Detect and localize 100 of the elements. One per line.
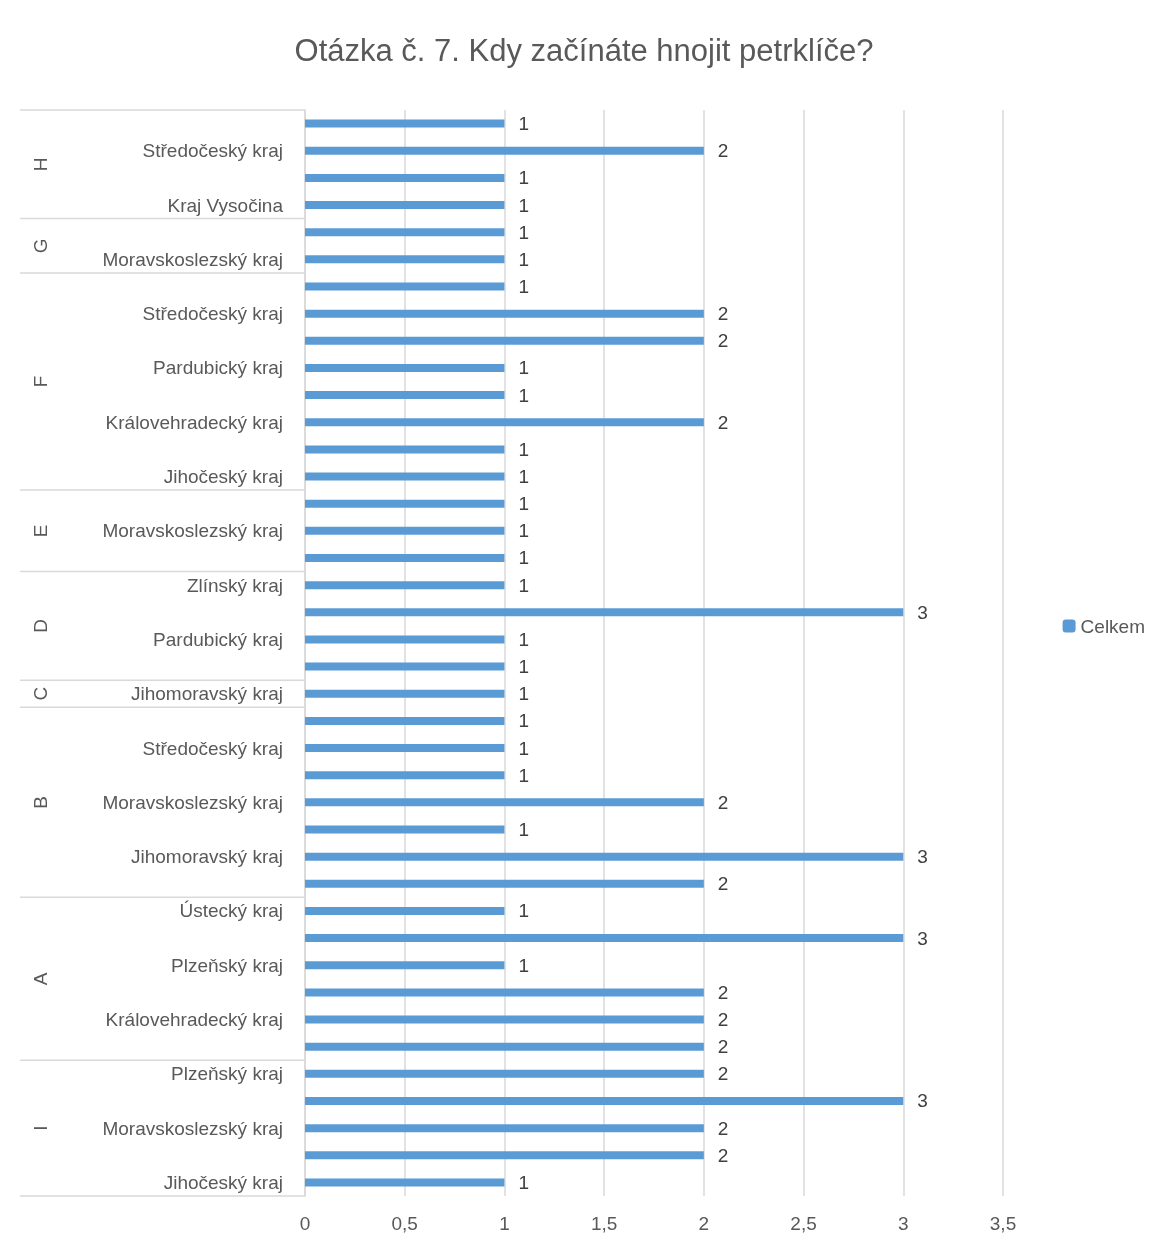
y-tick-label: Moravskoslezský kraj — [102, 791, 283, 813]
bar — [305, 173, 505, 182]
data-label: 1 — [518, 764, 530, 786]
bar — [305, 934, 904, 943]
data-label: 1 — [518, 683, 530, 705]
data-label: 2 — [717, 1117, 729, 1139]
data-label: 1 — [518, 954, 530, 976]
bar — [305, 662, 505, 671]
data-label: 3 — [917, 601, 928, 623]
text: A — [29, 972, 51, 986]
bar — [305, 852, 904, 861]
y-tick-label: Kraj Vysočina — [167, 194, 284, 216]
data-label: 1 — [518, 275, 530, 297]
y-tick-label: Moravskoslezský kraj — [102, 248, 283, 270]
text: E — [29, 524, 51, 538]
bar — [305, 119, 505, 128]
data-label: 2 — [717, 791, 729, 813]
data-label: 2 — [717, 1063, 729, 1085]
bar — [305, 146, 704, 155]
bar — [305, 553, 505, 562]
bar — [305, 581, 505, 590]
data-label: 3 — [917, 927, 928, 949]
data-label: 1 — [518, 357, 530, 379]
y-tick-label: Moravskoslezský kraj — [102, 520, 283, 542]
chart-title: Otázka č. 7. Kdy začínáte hnojit petrklíče? — [294, 33, 874, 68]
bar — [305, 363, 505, 372]
bar — [305, 825, 505, 834]
data-label: 1 — [518, 628, 530, 650]
data-label: 2 — [717, 1036, 729, 1058]
bar — [305, 798, 704, 807]
text: G — [29, 238, 51, 254]
bar — [305, 1151, 704, 1160]
text: F — [29, 375, 51, 388]
data-label: 1 — [518, 656, 530, 678]
x-tick-label: 1,5 — [590, 1213, 618, 1234]
bar — [305, 418, 704, 427]
bar — [305, 472, 505, 481]
data-label: 2 — [717, 873, 729, 895]
bar — [305, 1042, 704, 1051]
data-label: 2 — [717, 303, 729, 325]
y-tick-label: Jihomoravský kraj — [130, 846, 283, 868]
bar — [305, 391, 505, 400]
y-tick-label: Jihočeský kraj — [163, 1171, 283, 1193]
bar — [305, 228, 505, 237]
text: C — [29, 686, 51, 701]
data-label: 1 — [518, 221, 530, 243]
data-label: 2 — [717, 330, 729, 352]
data-label: 3 — [917, 846, 928, 868]
bar — [305, 445, 505, 454]
y-tick-label: Středočeský kraj — [142, 140, 283, 162]
y-tick-label: Plzeňský kraj — [171, 954, 283, 976]
data-label: 3 — [917, 1090, 928, 1112]
bar — [305, 1096, 904, 1105]
y-tick-label: Královehradecký kraj — [105, 411, 283, 433]
x-tick-label: 0 — [299, 1213, 311, 1234]
bar — [305, 499, 505, 508]
bar — [305, 1178, 505, 1187]
data-label: 1 — [518, 384, 530, 406]
data-label: 1 — [518, 710, 530, 732]
bar — [305, 716, 505, 725]
y-tick-label: Ústecký kraj — [179, 900, 283, 922]
data-label: 1 — [518, 1171, 530, 1193]
y-tick-label: Jihočeský kraj — [163, 466, 283, 488]
bar — [305, 526, 505, 535]
data-label: 1 — [518, 520, 530, 542]
text: B — [29, 795, 51, 809]
bar — [305, 336, 704, 345]
y-tick-label: Moravskoslezský kraj — [102, 1117, 283, 1139]
x-tick-label: 2,5 — [790, 1213, 817, 1234]
data-label: 1 — [518, 900, 530, 922]
data-label: 1 — [518, 167, 530, 189]
bar — [305, 961, 505, 970]
bar — [305, 608, 904, 617]
bar — [305, 771, 505, 780]
bar — [305, 689, 505, 698]
data-label: 1 — [518, 547, 530, 569]
data-label: 1 — [518, 737, 530, 759]
x-tick-label: 1 — [499, 1213, 510, 1234]
data-label: 1 — [518, 194, 530, 216]
legend-label: Celkem — [1080, 615, 1145, 637]
y-tick-label: Jihomoravský kraj — [130, 683, 283, 705]
bar — [305, 635, 505, 644]
bar — [305, 906, 505, 915]
data-label: 1 — [518, 113, 530, 135]
data-label: 1 — [518, 574, 530, 596]
y-tick-label: Středočeský kraj — [142, 303, 283, 325]
y-tick-label: Královehradecký kraj — [105, 1009, 283, 1031]
y-tick-label: Pardubický kraj — [153, 628, 283, 650]
bar — [305, 282, 505, 291]
data-label: 2 — [717, 140, 729, 162]
data-label: 1 — [518, 438, 530, 460]
data-label: 2 — [717, 411, 729, 433]
bar — [305, 988, 704, 997]
text: D — [29, 618, 51, 633]
bar — [305, 1069, 704, 1078]
bar — [305, 309, 704, 318]
bar — [305, 255, 505, 264]
data-label: 2 — [717, 1009, 729, 1031]
bar — [305, 201, 505, 210]
text: I — [29, 1125, 51, 1131]
